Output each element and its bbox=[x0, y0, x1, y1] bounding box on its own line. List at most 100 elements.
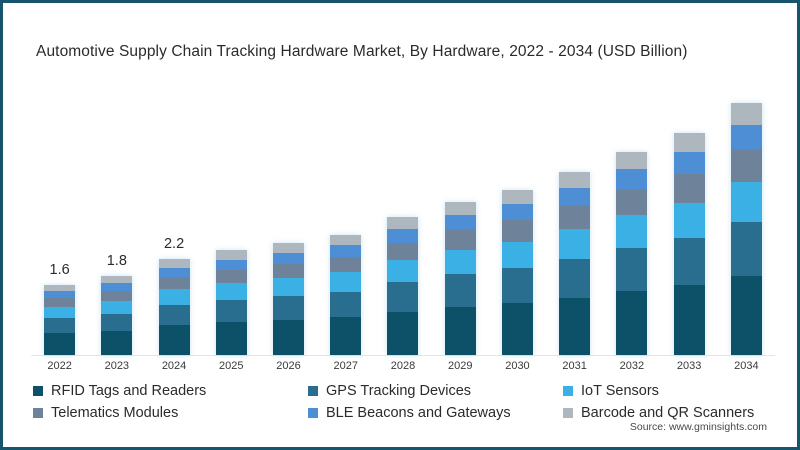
bar-column[interactable] bbox=[432, 88, 489, 355]
bar-segment[interactable] bbox=[559, 187, 591, 206]
bar-segment[interactable] bbox=[387, 311, 419, 355]
stacked-bar[interactable] bbox=[501, 190, 533, 355]
bar-segment[interactable] bbox=[330, 256, 362, 273]
bar-segment[interactable] bbox=[330, 235, 362, 246]
bar-segment[interactable] bbox=[559, 297, 591, 355]
bar-segment[interactable] bbox=[44, 306, 76, 319]
bar-segment[interactable] bbox=[44, 333, 76, 355]
bar-column[interactable] bbox=[718, 88, 775, 355]
bar-segment[interactable] bbox=[158, 267, 190, 277]
bar-segment[interactable] bbox=[101, 283, 133, 291]
bar-segment[interactable] bbox=[387, 217, 419, 230]
bar-segment[interactable] bbox=[559, 205, 591, 230]
bar-column[interactable]: 2.2 bbox=[145, 88, 202, 355]
bar-segment[interactable] bbox=[616, 215, 648, 248]
bar-segment[interactable] bbox=[444, 274, 476, 307]
legend-item[interactable]: Telematics Modules bbox=[33, 402, 308, 423]
stacked-bar[interactable] bbox=[730, 102, 762, 355]
bar-segment[interactable] bbox=[673, 238, 705, 286]
bar-segment[interactable] bbox=[673, 202, 705, 239]
bar-segment[interactable] bbox=[559, 258, 591, 298]
bar-segment[interactable] bbox=[501, 241, 533, 268]
bar-segment[interactable] bbox=[273, 263, 305, 278]
bar-segment[interactable] bbox=[559, 229, 591, 259]
bar-segment[interactable] bbox=[501, 204, 533, 221]
legend-item[interactable]: IoT Sensors bbox=[563, 380, 773, 401]
stacked-bar[interactable] bbox=[559, 172, 591, 355]
stacked-bar[interactable] bbox=[387, 217, 419, 355]
bar-segment[interactable] bbox=[616, 151, 648, 170]
stacked-bar[interactable] bbox=[673, 133, 705, 355]
bar-segment[interactable] bbox=[215, 283, 247, 300]
bar-segment[interactable] bbox=[616, 188, 648, 216]
bar-column[interactable] bbox=[374, 88, 431, 355]
bar-segment[interactable] bbox=[387, 242, 419, 261]
bar-segment[interactable] bbox=[444, 229, 476, 250]
bar-column[interactable]: 1.8 bbox=[88, 88, 145, 355]
bar-segment[interactable] bbox=[330, 317, 362, 355]
bar-column[interactable]: 1.6 bbox=[31, 88, 88, 355]
bar-segment[interactable] bbox=[330, 245, 362, 257]
bar-segment[interactable] bbox=[387, 229, 419, 243]
bar-segment[interactable] bbox=[444, 214, 476, 230]
bar-segment[interactable] bbox=[616, 291, 648, 355]
bar-column[interactable] bbox=[661, 88, 718, 355]
bar-segment[interactable] bbox=[273, 278, 305, 296]
bar-segment[interactable] bbox=[730, 181, 762, 222]
stacked-bar[interactable] bbox=[330, 235, 362, 355]
bar-segment[interactable] bbox=[444, 201, 476, 215]
bar-column[interactable] bbox=[603, 88, 660, 355]
bar-segment[interactable] bbox=[215, 269, 247, 284]
bar-column[interactable] bbox=[260, 88, 317, 355]
bar-segment[interactable] bbox=[673, 133, 705, 153]
bar-segment[interactable] bbox=[730, 221, 762, 276]
stacked-bar[interactable]: 2.2 bbox=[158, 236, 190, 355]
bar-segment[interactable] bbox=[387, 260, 419, 283]
bar-segment[interactable] bbox=[215, 322, 247, 355]
stacked-bar[interactable] bbox=[273, 243, 305, 355]
bar-segment[interactable] bbox=[158, 258, 190, 268]
bar-segment[interactable] bbox=[501, 190, 533, 205]
bar-segment[interactable] bbox=[101, 301, 133, 314]
bar-segment[interactable] bbox=[673, 152, 705, 174]
bar-column[interactable] bbox=[489, 88, 546, 355]
bar-segment[interactable] bbox=[215, 299, 247, 323]
bar-segment[interactable] bbox=[501, 303, 533, 355]
bar-segment[interactable] bbox=[158, 325, 190, 355]
stacked-bar[interactable] bbox=[215, 250, 247, 355]
bar-column[interactable] bbox=[203, 88, 260, 355]
bar-segment[interactable] bbox=[730, 275, 762, 355]
bar-segment[interactable] bbox=[158, 304, 190, 326]
bar-segment[interactable] bbox=[273, 243, 305, 254]
bar-segment[interactable] bbox=[273, 253, 305, 264]
bar-segment[interactable] bbox=[616, 169, 648, 189]
bar-segment[interactable] bbox=[215, 259, 247, 270]
bar-segment[interactable] bbox=[101, 276, 133, 284]
bar-column[interactable] bbox=[317, 88, 374, 355]
bar-segment[interactable] bbox=[730, 102, 762, 125]
bar-segment[interactable] bbox=[44, 318, 76, 334]
bar-segment[interactable] bbox=[501, 220, 533, 242]
legend-item[interactable]: RFID Tags and Readers bbox=[33, 380, 308, 401]
bar-segment[interactable] bbox=[330, 272, 362, 292]
bar-column[interactable] bbox=[546, 88, 603, 355]
legend-item[interactable]: Barcode and QR Scanners bbox=[563, 402, 773, 423]
bar-segment[interactable] bbox=[44, 291, 76, 298]
bar-segment[interactable] bbox=[616, 247, 648, 292]
bar-segment[interactable] bbox=[387, 282, 419, 312]
bar-segment[interactable] bbox=[673, 285, 705, 355]
stacked-bar[interactable]: 1.6 bbox=[44, 262, 76, 355]
bar-segment[interactable] bbox=[101, 330, 133, 355]
bar-segment[interactable] bbox=[273, 320, 305, 355]
legend-item[interactable]: GPS Tracking Devices bbox=[308, 380, 563, 401]
bar-segment[interactable] bbox=[444, 306, 476, 355]
bar-segment[interactable] bbox=[158, 276, 190, 290]
bar-segment[interactable] bbox=[215, 250, 247, 260]
stacked-bar[interactable] bbox=[616, 151, 648, 355]
bar-segment[interactable] bbox=[444, 249, 476, 275]
legend-item[interactable]: BLE Beacons and Gateways bbox=[308, 402, 563, 423]
bar-segment[interactable] bbox=[730, 124, 762, 149]
bar-segment[interactable] bbox=[673, 173, 705, 203]
bar-segment[interactable] bbox=[101, 290, 133, 302]
bar-segment[interactable] bbox=[158, 289, 190, 305]
